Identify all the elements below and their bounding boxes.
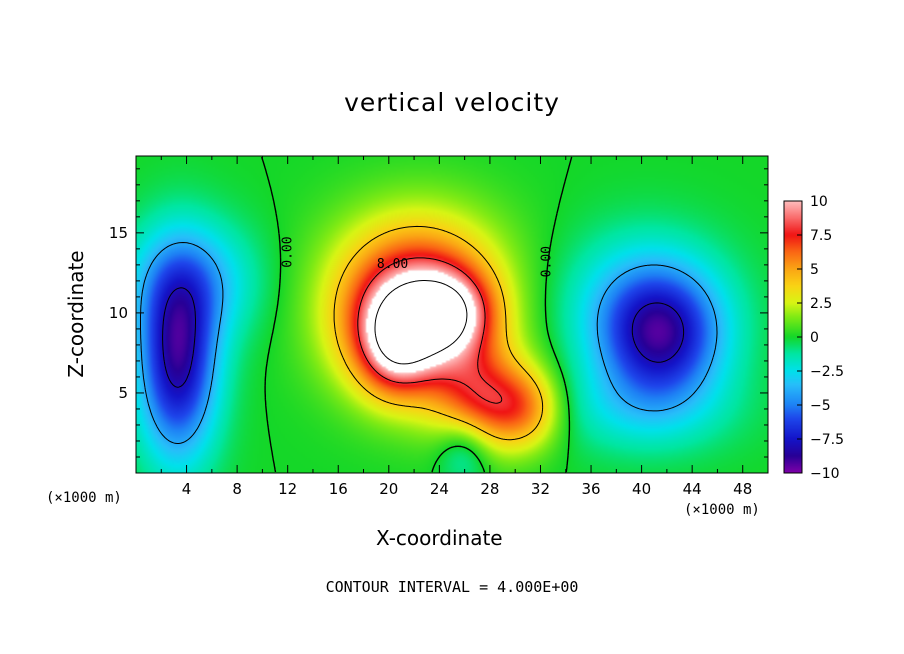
y-tick-label: 10 (109, 304, 128, 322)
x-unit-label-left: (×1000 m) (46, 490, 122, 506)
contour-labels: 0.00 8.00 0.00 (280, 236, 554, 277)
colorbar-tick-label: 2.5 (810, 296, 832, 312)
contour-label: 0.00 (540, 246, 555, 277)
x-tick-label: 28 (480, 480, 499, 498)
colorbar-tick-label: 10 (810, 194, 828, 210)
chart-title: vertical velocity (344, 88, 560, 117)
contour-line (140, 242, 718, 444)
x-unit-label-right: (×1000 m) (684, 502, 760, 518)
contour-line (357, 257, 503, 404)
colorbar-tick-label: 5 (810, 262, 819, 278)
colorbar-tick-label: −10 (810, 466, 840, 482)
y-axis-label: Z-coordinate (64, 250, 88, 378)
x-tick-label: 40 (632, 480, 651, 498)
x-tick-label: 20 (379, 480, 398, 498)
y-axis: 5 10 15 (109, 168, 768, 458)
contour-line (162, 287, 685, 388)
colorbar-tick-label: 0 (810, 330, 819, 346)
contour-lines (140, 156, 718, 473)
x-tick-label: 32 (531, 480, 550, 498)
contour-label: 8.00 (377, 257, 408, 272)
heatmap-field (136, 156, 768, 473)
x-tick-label: 16 (329, 480, 348, 498)
colorbar-tick-label: −5 (810, 398, 831, 414)
contour-label: 0.00 (280, 236, 295, 267)
x-tick-label: 4 (182, 480, 192, 498)
x-axis-label: X-coordinate (376, 526, 503, 550)
plot-frame (135, 155, 769, 474)
contour-interval-note: CONTOUR INTERVAL = 4.000E+00 (325, 578, 579, 596)
colorbar-tick-label: −7.5 (810, 432, 844, 448)
x-tick-label: 8 (232, 480, 242, 498)
y-tick-label: 5 (118, 384, 128, 402)
colorbar-tick-label: −2.5 (810, 364, 844, 380)
contour-line (333, 225, 544, 441)
x-tick-label: 24 (430, 480, 449, 498)
x-axis: 4 8 12 16 20 24 28 32 36 40 44 48 (160, 156, 752, 498)
contour-line (374, 280, 468, 365)
colorbar-ticks: 10 7.5 5 2.5 0 −2.5 −5 −7.5 −10 (797, 194, 844, 482)
colorbar-tick-label: 7.5 (810, 228, 832, 244)
y-tick-label: 15 (109, 224, 128, 242)
x-tick-label: 12 (278, 480, 297, 498)
x-tick-label: 36 (581, 480, 600, 498)
x-tick-label: 48 (733, 480, 752, 498)
x-tick-label: 44 (683, 480, 702, 498)
